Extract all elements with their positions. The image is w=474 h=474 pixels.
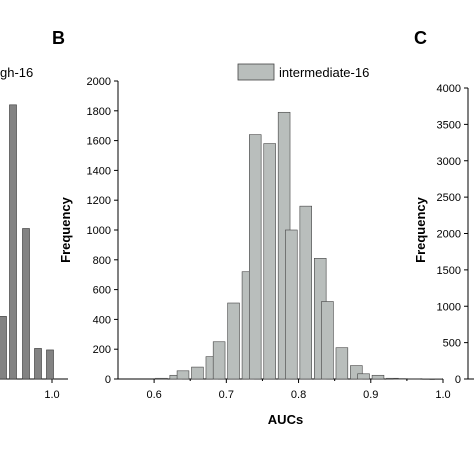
panel-b-label: B: [52, 28, 65, 48]
legend-swatch: [237, 63, 275, 81]
panel-a-cropped: 1.0 gh-16: [0, 65, 68, 401]
bar: [321, 301, 334, 380]
bar: [299, 205, 313, 380]
bar: [34, 348, 42, 380]
y-tick-label: 2500: [437, 192, 461, 204]
bar: [22, 228, 30, 380]
bar: [9, 104, 17, 380]
y-tick-label: 800: [93, 255, 111, 267]
panel-b: B 0 200 400 600 800 1000 1200 1400 1600 1800 2000 0…: [52, 28, 451, 427]
bar: [155, 377, 168, 380]
bar: [350, 365, 363, 380]
bar: [176, 370, 190, 380]
y-tick-label: 4000: [437, 83, 461, 95]
y-tick-label: 1200: [87, 195, 111, 207]
bar: [227, 302, 240, 380]
x-tick-label: 0.7: [219, 389, 234, 401]
y-tick-label: 200: [93, 344, 111, 356]
y-axis-label: Frequency: [413, 196, 428, 263]
y-tick-label: 1000: [437, 301, 461, 313]
x-tick-label: 1.0: [44, 389, 59, 401]
y-tick-label: 0: [105, 374, 111, 386]
bar: [46, 349, 54, 380]
y-tick-label: 0: [455, 374, 461, 386]
bar: [429, 378, 443, 380]
x-tick-label: 0.9: [363, 389, 378, 401]
legend-label: intermediate-16: [279, 65, 369, 80]
x-tick-label: 1.0: [435, 389, 450, 401]
panel-c-label: C: [414, 28, 427, 48]
x-axis-label: AUCs: [268, 412, 303, 427]
bar: [0, 316, 7, 380]
y-axis-label: Frequency: [58, 196, 73, 263]
bar: [407, 378, 421, 380]
legend-label-fragment: gh-16: [0, 65, 33, 80]
bar: [249, 134, 262, 380]
x-tick-label: 0.8: [291, 389, 306, 401]
y-tick-label: 500: [443, 338, 461, 350]
bar: [285, 229, 298, 380]
panel-c-cropped: C 0 500 1000 1500 2000 2500 3000 3500 4000 Freque…: [413, 28, 474, 386]
bar: [371, 374, 385, 380]
y-tick-label: 2000: [87, 76, 111, 88]
bar: [212, 341, 226, 380]
bar: [191, 366, 204, 380]
y-tick-label: 3500: [437, 119, 461, 131]
y-tick-label: 3000: [437, 156, 461, 168]
y-tick-label: 1600: [87, 136, 111, 148]
bar: [393, 378, 406, 380]
bar: [357, 373, 370, 380]
bar: [263, 143, 276, 380]
y-tick-label: 400: [93, 314, 111, 326]
y-tick-label: 1000: [87, 225, 111, 237]
y-tick-label: 2000: [437, 229, 461, 241]
x-tick-label: 0.6: [146, 389, 161, 401]
y-tick-label: 1400: [87, 165, 111, 177]
bar: [335, 347, 349, 380]
y-tick-label: 600: [93, 285, 111, 297]
y-tick-label: 1800: [87, 106, 111, 118]
y-tick-label: 1500: [437, 265, 461, 277]
